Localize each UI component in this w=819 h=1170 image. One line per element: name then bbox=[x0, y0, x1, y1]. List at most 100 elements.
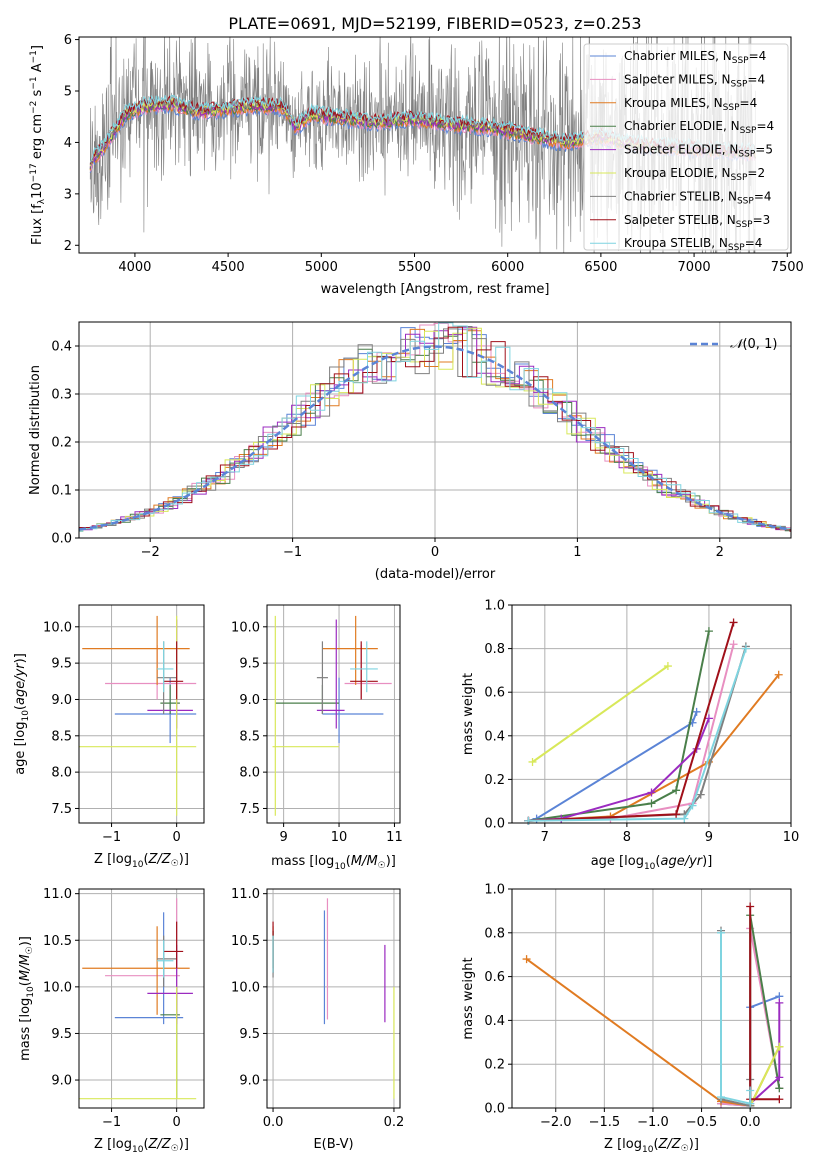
x-tick-label: 9 bbox=[705, 830, 713, 845]
x-axis-label: mass [log10(M/M☉)] bbox=[271, 854, 396, 872]
series-point-kroupa_miles bbox=[522, 955, 531, 964]
x-tick-label: 7 bbox=[541, 830, 549, 845]
normal-curve bbox=[79, 345, 791, 531]
spectrum-legend: Chabrier MILES, NSSP=4 Salpeter MILES, NS… bbox=[583, 43, 789, 253]
y-tick-label: 11.0 bbox=[43, 887, 72, 902]
legend-label-kroupa_miles: Kroupa MILES, NSSP=4 bbox=[624, 96, 757, 113]
x-tick-label: 0.0 bbox=[740, 1115, 761, 1130]
series-point-kroupa_elodie bbox=[775, 1042, 784, 1051]
axes-frame bbox=[78, 36, 792, 254]
series-line-kroupa_stelib bbox=[528, 648, 747, 822]
legend-frame bbox=[583, 43, 789, 251]
x-tick-label: 0.2 bbox=[384, 1115, 405, 1130]
y-tick-label: 0.6 bbox=[484, 686, 505, 701]
y-axis-label: mass weight bbox=[461, 957, 476, 1039]
x-tick-label: 4500 bbox=[212, 260, 245, 275]
y-tick-label: 5 bbox=[64, 85, 72, 100]
age_weight-plot: 7 8 9 10 0.0 0.2 0.4 0.6 0.8 1.0 mass weight age [l… bbox=[461, 599, 799, 873]
x-tick-label: 6500 bbox=[584, 260, 617, 275]
series-point-salpeter_miles bbox=[729, 640, 738, 649]
x-tick-label: −1.0 bbox=[637, 1115, 669, 1130]
x-tick-label: 0.0 bbox=[263, 1115, 284, 1130]
y-tick-label: 10.5 bbox=[43, 934, 72, 949]
x-tick-label: −1 bbox=[102, 830, 121, 845]
series-line-kroupa_elodie bbox=[531, 665, 669, 763]
axes-frame bbox=[78, 888, 205, 1109]
legend-label-chabrier_stelib: Chabrier STELIB, NSSP=4 bbox=[624, 189, 772, 206]
axes-frame bbox=[266, 604, 401, 824]
y-tick-label: 10.0 bbox=[43, 620, 72, 635]
series-point-salpeter_elodie bbox=[647, 788, 656, 797]
y-tick-label: 0.1 bbox=[51, 484, 72, 499]
y-tick-label: 7.5 bbox=[51, 802, 72, 817]
x-tick-label: 10 bbox=[331, 830, 348, 845]
axes-frame bbox=[511, 604, 792, 824]
y-tick-label: 4 bbox=[64, 136, 72, 151]
x-tick-label: 0 bbox=[431, 545, 439, 560]
series-point-kroupa_stelib bbox=[746, 1086, 755, 1095]
x-tick-label: 0 bbox=[173, 830, 181, 845]
y-axis-label: Flux [fλ10−17 erg cm−2 s−1 A−1] bbox=[29, 45, 47, 245]
x-axis-label: Z [log10(Z/Z☉)] bbox=[604, 1137, 699, 1155]
x-tick-label: 6000 bbox=[491, 260, 524, 275]
series-point-salpeter_elodie bbox=[775, 1073, 784, 1082]
y-tick-label: 9.0 bbox=[51, 693, 72, 708]
x-tick-label: 7500 bbox=[771, 260, 804, 275]
y-tick-label: 9.0 bbox=[239, 693, 260, 708]
y-tick-label: 6 bbox=[64, 33, 72, 48]
legend-label-chabrier_miles: Chabrier MILES, NSSP=4 bbox=[624, 49, 766, 66]
series-line-chabrier_elodie bbox=[528, 630, 710, 822]
y-tick-label: 1.0 bbox=[484, 883, 505, 898]
series-point-chabrier_elodie bbox=[647, 799, 656, 808]
y-tick-label: 10.0 bbox=[231, 980, 260, 995]
series-point-salpeter_stelib bbox=[729, 618, 738, 627]
y-tick-label: 9.0 bbox=[239, 1074, 260, 1089]
series-point-salpeter_stelib bbox=[775, 1095, 784, 1104]
series-point-kroupa_elodie bbox=[528, 757, 537, 766]
z_vs_age-plot: −1 0 7.5 8.0 8.5 9.0 9.5 10.0 Z [log10(Z/Z☉)] age… bbox=[13, 604, 205, 870]
series-point-kroupa_elodie bbox=[663, 662, 672, 671]
y-tick-label: 0.2 bbox=[51, 436, 72, 451]
axes-frame bbox=[511, 888, 792, 1109]
y-axis-label: mass [log10(M/M☉)] bbox=[18, 936, 36, 1061]
mass_vs_age-plot: 9 10 11 7.5 8.0 8.5 9.0 9.5 10.0 mass [log10(M/M☉… bbox=[231, 604, 403, 872]
y-tick-label: 8.5 bbox=[239, 729, 260, 744]
series-point-chabrier_miles bbox=[692, 707, 701, 716]
x-tick-label: −0.5 bbox=[686, 1115, 718, 1130]
x-tick-label: 1 bbox=[573, 545, 581, 560]
series-point-kroupa_stelib bbox=[746, 1099, 755, 1108]
series-point-salpeter_stelib bbox=[672, 810, 681, 819]
y-tick-label: 0.2 bbox=[484, 773, 505, 788]
y-tick-label: 7.5 bbox=[239, 802, 260, 817]
x-axis-label: age [log10(age/yr)] bbox=[591, 854, 713, 872]
ebv_vs_mass-plot: 0.0 0.2 9.0 9.5 10.0 10.5 11.0 E(B-V) bbox=[231, 887, 404, 1152]
y-tick-label: 8.0 bbox=[239, 766, 260, 781]
legend-label-chabrier_elodie: Chabrier ELODIE, NSSP=4 bbox=[624, 119, 774, 136]
y-tick-label: 10.5 bbox=[231, 934, 260, 949]
x-tick-label: −2 bbox=[141, 545, 160, 560]
y-tick-label: 8.5 bbox=[51, 729, 72, 744]
z_weight-plot: −2.0 −1.5 −1.0 −0.5 0.0 0.0 0.2 0.4 0.6 0.8 1.0 mas… bbox=[461, 883, 792, 1155]
x-tick-label: −2.0 bbox=[540, 1115, 572, 1130]
x-tick-label: 7000 bbox=[678, 260, 711, 275]
spectrum-plot: 4000 4500 5000 5500 6000 6500 7000 7500 2 3 4 5 6 wav… bbox=[29, 33, 804, 297]
legend-label-kroupa_stelib: Kroupa STELIB, NSSP=4 bbox=[624, 236, 762, 253]
y-tick-label: 3 bbox=[64, 187, 72, 202]
x-axis-label: wavelength [Angstrom, rest frame] bbox=[321, 282, 550, 297]
y-tick-label: 9.5 bbox=[51, 657, 72, 672]
legend-label-salpeter_stelib: Salpeter STELIB, NSSP=3 bbox=[624, 213, 770, 230]
y-tick-label: 0.0 bbox=[484, 817, 505, 832]
legend-label-salpeter_miles: Salpeter MILES, NSSP=4 bbox=[624, 72, 765, 89]
x-tick-label: 8 bbox=[623, 830, 631, 845]
series-line-kroupa_stelib bbox=[720, 932, 752, 1105]
y-tick-label: 0.4 bbox=[484, 729, 505, 744]
x-tick-label: −1.5 bbox=[589, 1115, 621, 1130]
y-tick-label: 0.8 bbox=[484, 642, 505, 657]
y-tick-label: 9.5 bbox=[239, 1027, 260, 1042]
series-point-kroupa_stelib bbox=[688, 801, 697, 810]
series-point-kroupa_stelib bbox=[741, 644, 750, 653]
figure-title: PLATE=0691, MJD=52199, FIBERID=0523, z=0… bbox=[228, 14, 641, 33]
y-tick-label: 2 bbox=[64, 239, 72, 254]
y-axis-label: age [log10(age/yr)] bbox=[13, 653, 31, 775]
series-line-kroupa_elodie bbox=[749, 1046, 781, 1107]
